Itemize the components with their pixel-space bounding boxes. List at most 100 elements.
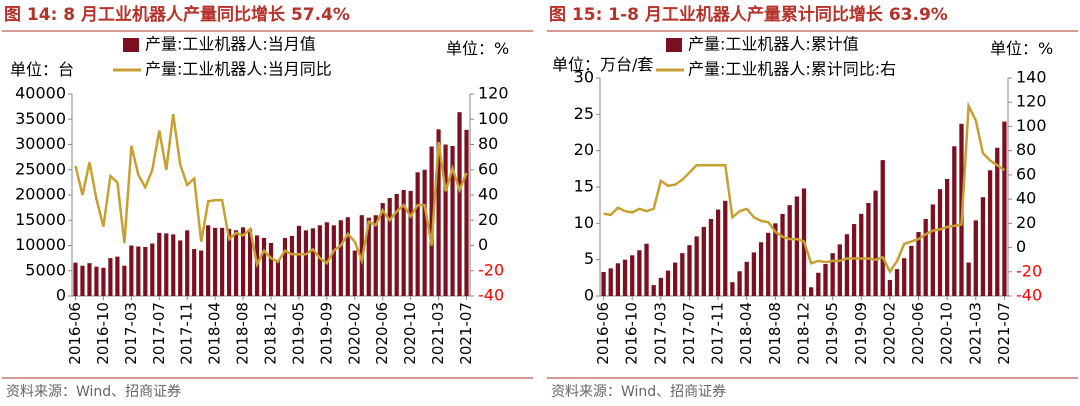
bar xyxy=(751,252,757,296)
x-tick-label: 2019-05 xyxy=(289,302,307,365)
bar xyxy=(408,190,413,296)
bar xyxy=(331,225,336,296)
bar xyxy=(289,235,295,296)
y2-tick-label: -40 xyxy=(478,286,504,305)
bar xyxy=(185,230,190,296)
y-tick-label: 0 xyxy=(584,286,594,305)
bar xyxy=(644,243,649,296)
bar xyxy=(708,218,714,296)
y2-tick-label: -20 xyxy=(1016,261,1042,280)
bar xyxy=(296,225,302,296)
bar xyxy=(701,226,706,296)
y2-tick-label: -20 xyxy=(478,260,504,279)
y-tick-label: 20000 xyxy=(15,185,66,204)
bar xyxy=(809,287,814,296)
chart-title: 图 15: 1-8 月工业机器人产量累计同比增长 63.9% xyxy=(549,4,948,25)
bar xyxy=(608,268,613,296)
bar xyxy=(136,246,141,296)
bar xyxy=(303,230,309,296)
bar xyxy=(615,263,621,296)
bar xyxy=(823,264,828,296)
bar xyxy=(324,222,329,296)
bar xyxy=(794,196,799,296)
bar xyxy=(345,217,350,296)
x-tick-label: 2018-04 xyxy=(206,302,224,365)
bar xyxy=(737,271,742,296)
bar xyxy=(457,112,462,297)
bar xyxy=(310,228,315,296)
x-tick-label: 2018-08 xyxy=(234,302,252,365)
y-tick-label: 25 xyxy=(574,104,594,123)
x-tick-label: 2020-02 xyxy=(345,302,363,365)
y-tick-label: 5000 xyxy=(25,260,66,279)
bar xyxy=(630,255,635,296)
y-tick-label: 30 xyxy=(574,68,594,87)
x-tick-label: 2016-10 xyxy=(94,302,112,365)
legend-swatch xyxy=(123,38,139,52)
y-tick-label: 30000 xyxy=(15,134,66,153)
bar xyxy=(171,234,176,296)
x-tick-label: 2021-07 xyxy=(457,302,475,365)
y2-tick-label: 120 xyxy=(478,84,509,103)
bar xyxy=(930,204,935,296)
bar xyxy=(157,232,162,296)
bar xyxy=(233,230,239,296)
legend-swatch xyxy=(666,38,682,52)
y2-tick-label: -40 xyxy=(1016,286,1042,305)
line-series xyxy=(603,101,1006,275)
x-tick-label: 2019-09 xyxy=(852,302,870,365)
bar xyxy=(73,262,78,296)
bar xyxy=(401,189,406,296)
bar xyxy=(143,247,148,296)
bar xyxy=(651,285,656,296)
unit-left: 单位：万台/套 xyxy=(552,55,654,74)
x-tick-label: 2016-06 xyxy=(594,302,612,365)
bar xyxy=(373,215,378,296)
bar xyxy=(766,232,771,296)
y2-tick-label: 20 xyxy=(1016,213,1036,232)
x-tick-label: 2021-03 xyxy=(966,302,984,365)
bar xyxy=(945,179,950,296)
x-tick-label: 2017-11 xyxy=(178,302,196,365)
bar xyxy=(873,190,878,296)
bar xyxy=(275,260,281,296)
y-tick-label: 40000 xyxy=(15,84,66,103)
y-tick-label: 5 xyxy=(584,249,594,268)
y-tick-label: 25000 xyxy=(15,159,66,178)
bar xyxy=(429,146,434,296)
bar xyxy=(909,245,914,296)
x-tick-label: 2021-07 xyxy=(995,302,1013,365)
bar xyxy=(973,220,978,296)
bar xyxy=(730,282,735,296)
bar xyxy=(352,250,357,296)
x-tick-label: 2017-11 xyxy=(709,302,727,365)
bar xyxy=(665,270,671,296)
x-tick-label: 2018-08 xyxy=(766,302,784,365)
bar xyxy=(673,262,678,296)
bar xyxy=(80,265,85,296)
bar xyxy=(923,218,928,296)
legend-label: 产量:工业机器人:累计同比:右 xyxy=(688,60,896,79)
bar xyxy=(282,237,288,296)
bar xyxy=(87,263,92,296)
bar xyxy=(966,262,971,296)
legend-label: 产量:工业机器人:当月值 xyxy=(145,35,316,54)
source: 资料来源：Wind、招商证券 xyxy=(6,384,181,400)
bar xyxy=(980,197,986,296)
bar xyxy=(787,205,792,296)
bar xyxy=(115,256,120,296)
y-tick-label: 20 xyxy=(574,140,594,159)
bar xyxy=(261,237,267,296)
bar xyxy=(687,245,692,296)
x-tick-label: 2020-10 xyxy=(401,302,419,365)
source: 资料来源：Wind、招商证券 xyxy=(551,384,726,400)
x-tick-label: 2017-07 xyxy=(150,302,168,365)
bar xyxy=(601,272,606,296)
bar xyxy=(422,169,427,296)
y2-tick-label: 100 xyxy=(1016,116,1047,135)
bar xyxy=(338,220,343,296)
bar xyxy=(101,267,106,296)
bar xyxy=(952,146,957,296)
y2-tick-label: 80 xyxy=(1016,140,1036,159)
